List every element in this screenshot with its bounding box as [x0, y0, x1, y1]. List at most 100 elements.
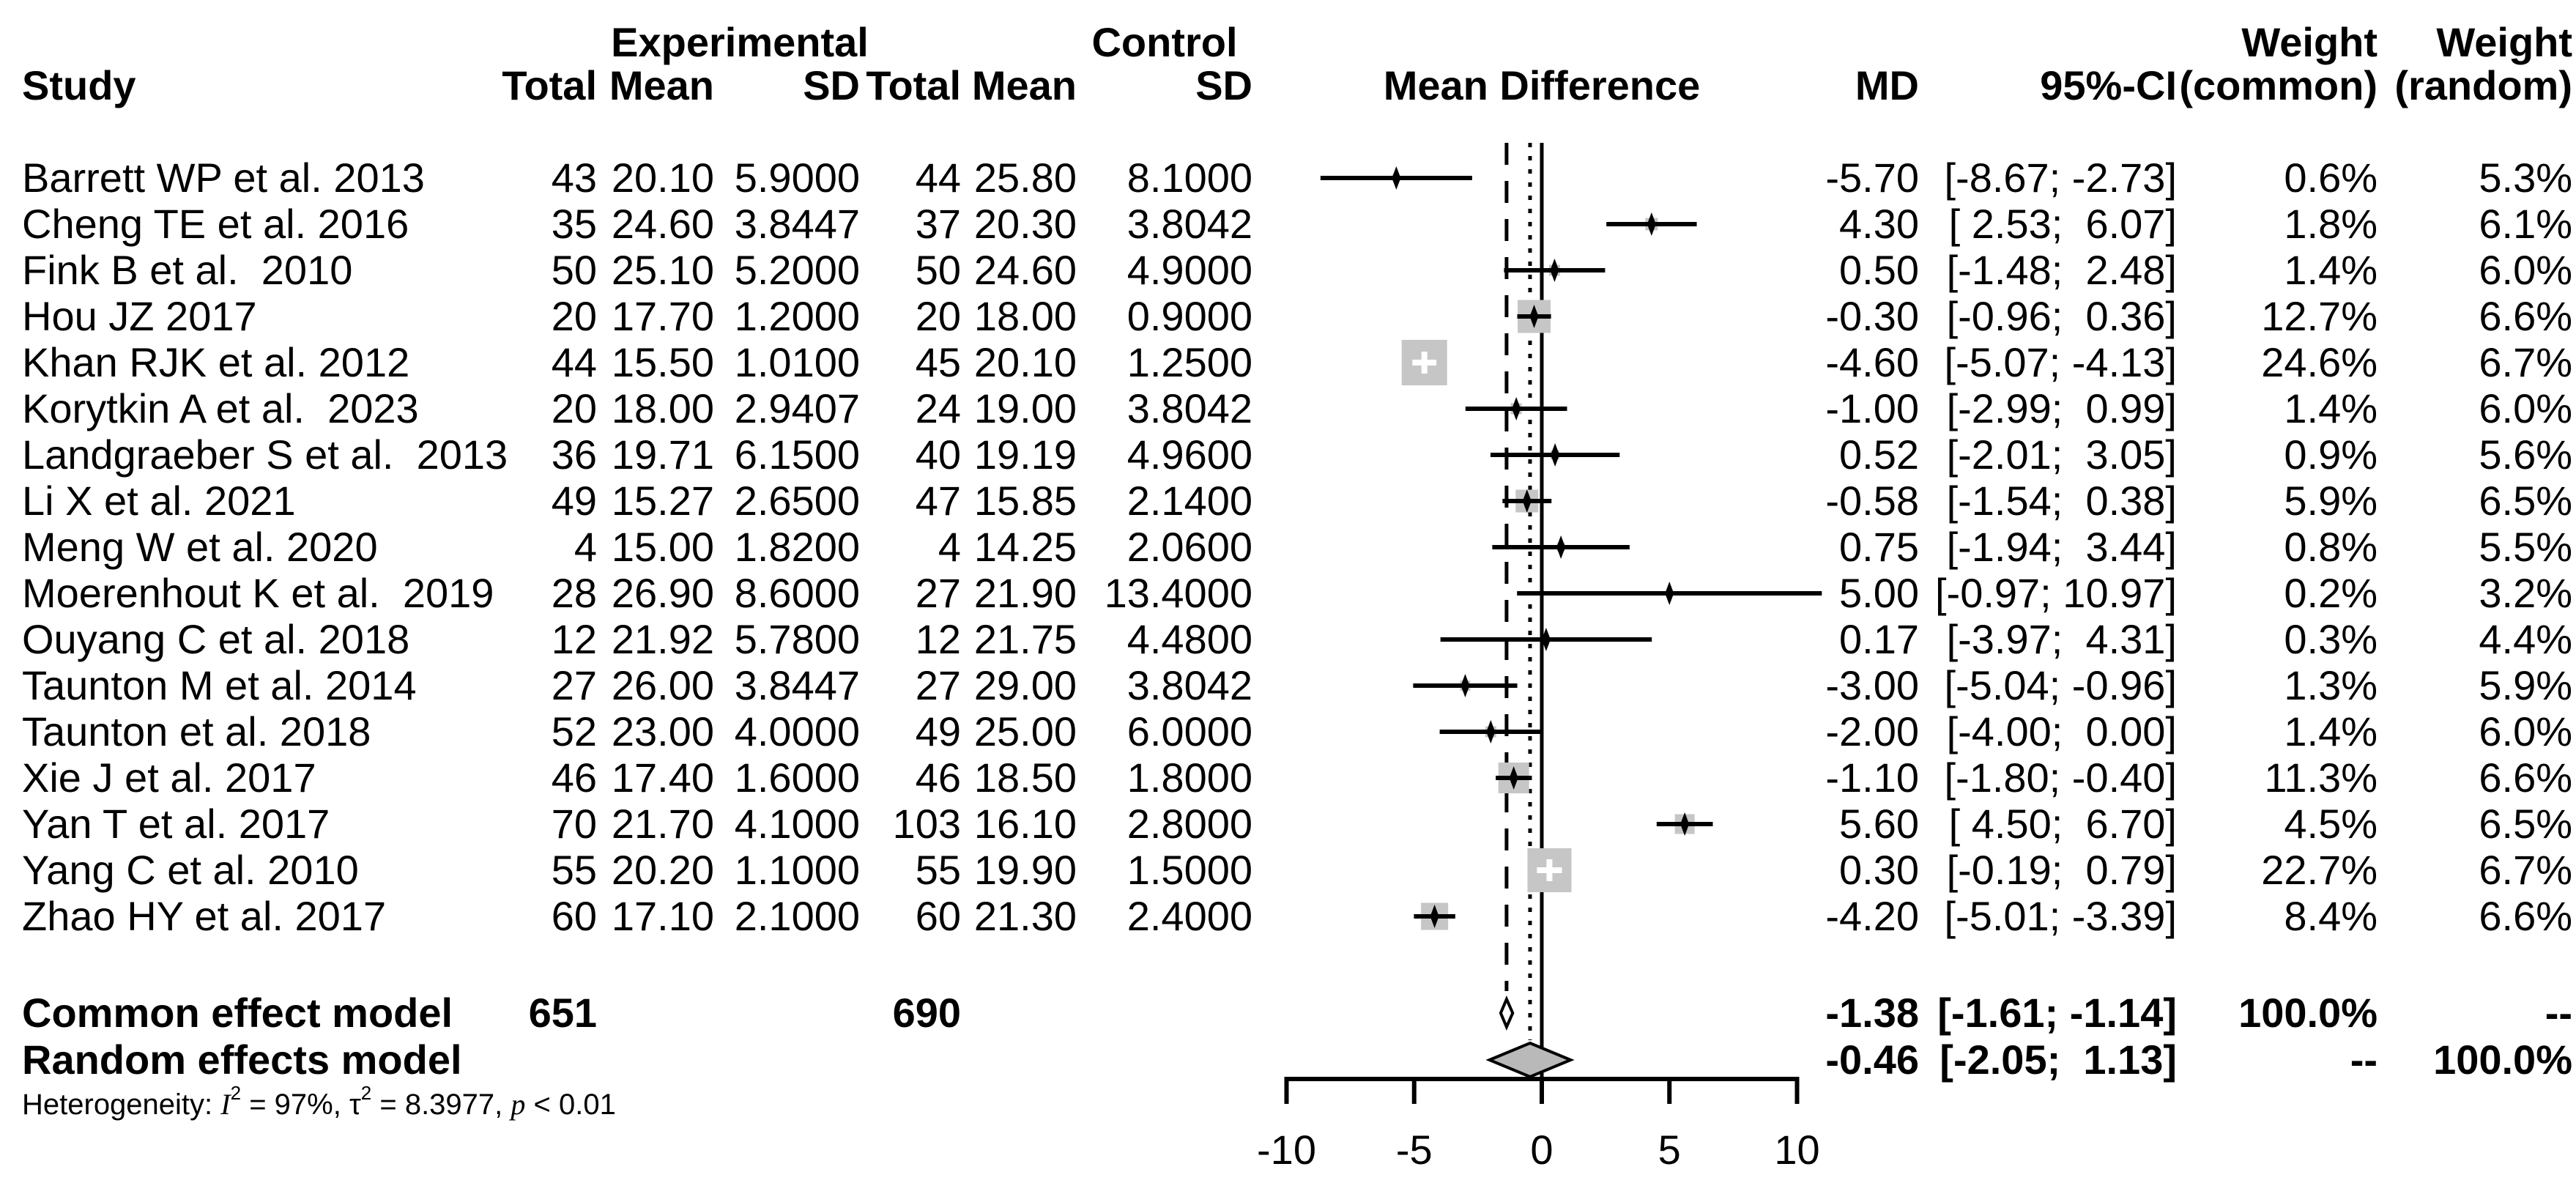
- study-total-exp: 50: [551, 247, 597, 293]
- header-effect-label: Mean Difference: [1383, 62, 1701, 108]
- study-md: 5.00: [1839, 570, 1919, 616]
- x-axis-tick-label: 10: [1774, 1127, 1820, 1173]
- study-total-ctl: 37: [915, 201, 961, 247]
- study-ci: [ 2.53; 6.07]: [1948, 201, 2177, 247]
- study-mean-exp: 21.92: [611, 616, 714, 662]
- header-weight-random-top: Weight: [2436, 19, 2572, 65]
- common-effect-md: -1.38: [1825, 990, 1919, 1036]
- study-total-ctl: 20: [915, 293, 961, 339]
- study-mean-ctl: 21.30: [973, 893, 1077, 939]
- study-total-exp: 36: [551, 431, 597, 478]
- header-md: MD: [1855, 62, 1919, 108]
- study-md: -1.10: [1825, 754, 1919, 801]
- het-tau-stat: τ: [349, 1089, 361, 1121]
- common-effect-label: Common effect model: [22, 990, 453, 1036]
- study-mean-exp: 26.00: [611, 662, 714, 708]
- study-sd-exp: 3.8447: [734, 201, 860, 247]
- study-total-exp: 70: [551, 801, 597, 847]
- study-ci: [-0.96; 0.36]: [1946, 293, 2177, 339]
- common-effect-total-ctl: 690: [892, 990, 961, 1036]
- study-weight-random: 6.5%: [2479, 478, 2572, 524]
- study-total-exp: 27: [551, 662, 597, 708]
- study-ci: [-5.04; -0.96]: [1944, 662, 2177, 708]
- study-weight-random: 5.9%: [2479, 662, 2572, 708]
- study-total-exp: 44: [551, 339, 597, 385]
- study-weight-common: 8.4%: [2284, 893, 2378, 939]
- estimate-marker: [1486, 720, 1496, 743]
- estimate-marker: [1512, 397, 1521, 420]
- study-sd-exp: 2.6500: [734, 478, 860, 524]
- header-mean-exp: Mean: [609, 62, 714, 108]
- study-md: 0.75: [1839, 524, 1919, 570]
- study-total-exp: 55: [551, 847, 597, 893]
- study-mean-ctl: 14.25: [973, 524, 1077, 570]
- study-mean-ctl: 18.50: [973, 754, 1077, 801]
- study-mean-exp: 20.20: [611, 847, 714, 893]
- estimate-marker: [1550, 259, 1559, 282]
- random-effects-diamond: [1485, 1041, 1575, 1079]
- study-mean-ctl: 15.85: [973, 478, 1077, 524]
- study-total-ctl: 45: [915, 339, 961, 385]
- study-mean-ctl: 21.75: [973, 616, 1077, 662]
- study-total-ctl: 46: [915, 754, 961, 801]
- study-sd-ctl: 2.0600: [1126, 524, 1252, 570]
- study-name: Yang C et al. 2010: [22, 847, 359, 893]
- study-weight-common: 5.9%: [2284, 478, 2378, 524]
- study-mean-ctl: 29.00: [973, 662, 1077, 708]
- study-total-exp: 35: [551, 201, 597, 247]
- header-sd-ctl: SD: [1195, 62, 1252, 108]
- study-sd-ctl: 2.4000: [1126, 893, 1252, 939]
- study-total-ctl: 12: [915, 616, 961, 662]
- study-weight-common: 0.9%: [2284, 431, 2378, 478]
- study-weight-random: 6.0%: [2479, 385, 2572, 431]
- study-weight-random: 6.6%: [2479, 754, 2572, 801]
- study-weight-common: 24.6%: [2261, 339, 2378, 385]
- study-ci: [-2.99; 0.99]: [1946, 385, 2177, 431]
- study-weight-random: 6.6%: [2479, 893, 2572, 939]
- estimate-tick-inner: [1546, 859, 1553, 881]
- study-mean-exp: 19.71: [611, 431, 714, 478]
- study-sd-ctl: 4.4800: [1126, 616, 1252, 662]
- study-mean-exp: 15.50: [611, 339, 714, 385]
- study-name: Meng W et al. 2020: [22, 524, 378, 570]
- estimate-marker: [1430, 905, 1439, 928]
- study-sd-exp: 2.9407: [734, 385, 860, 431]
- study-name: Khan RJK et al. 2012: [22, 339, 410, 385]
- study-ci: [-0.97; 10.97]: [1934, 570, 2177, 616]
- study-weight-common: 4.5%: [2284, 801, 2378, 847]
- study-weight-random: 5.3%: [2479, 155, 2572, 201]
- x-axis-tick-label: 0: [1530, 1127, 1554, 1173]
- study-sd-exp: 4.0000: [734, 708, 860, 754]
- study-sd-ctl: 3.8042: [1126, 385, 1252, 431]
- study-sd-exp: 1.8200: [734, 524, 860, 570]
- study-ci: [-4.00; 0.00]: [1946, 708, 2177, 754]
- study-total-ctl: 55: [915, 847, 961, 893]
- het-mid2: = 8.3977,: [371, 1089, 511, 1121]
- study-weight-common: 0.3%: [2284, 616, 2378, 662]
- study-weight-random: 6.6%: [2479, 293, 2572, 339]
- estimate-marker: [1529, 305, 1539, 328]
- study-sd-ctl: 1.2500: [1126, 339, 1252, 385]
- study-weight-common: 1.8%: [2284, 201, 2378, 247]
- study-weight-common: 11.3%: [2264, 754, 2378, 801]
- study-md: 0.17: [1839, 616, 1919, 662]
- study-mean-exp: 23.00: [611, 708, 714, 754]
- estimate-marker: [1680, 812, 1690, 836]
- study-sd-ctl: 8.1000: [1126, 155, 1252, 201]
- study-mean-exp: 15.27: [611, 478, 714, 524]
- study-weight-common: 0.8%: [2284, 524, 2378, 570]
- study-md: 0.52: [1839, 431, 1919, 478]
- het-mid1: = 97%,: [241, 1089, 349, 1121]
- study-md: -0.30: [1825, 293, 1919, 339]
- common-effect-total-exp: 651: [528, 990, 597, 1036]
- study-name: Fink B et al. 2010: [22, 247, 353, 293]
- estimate-marker: [1551, 443, 1560, 467]
- study-md: -3.00: [1825, 662, 1919, 708]
- study-weight-random: 6.0%: [2479, 247, 2572, 293]
- estimate-marker: [1647, 212, 1656, 236]
- study-md: -0.58: [1825, 478, 1919, 524]
- study-sd-exp: 4.1000: [734, 801, 860, 847]
- het-tau-sup: 2: [360, 1082, 372, 1104]
- study-total-ctl: 47: [915, 478, 961, 524]
